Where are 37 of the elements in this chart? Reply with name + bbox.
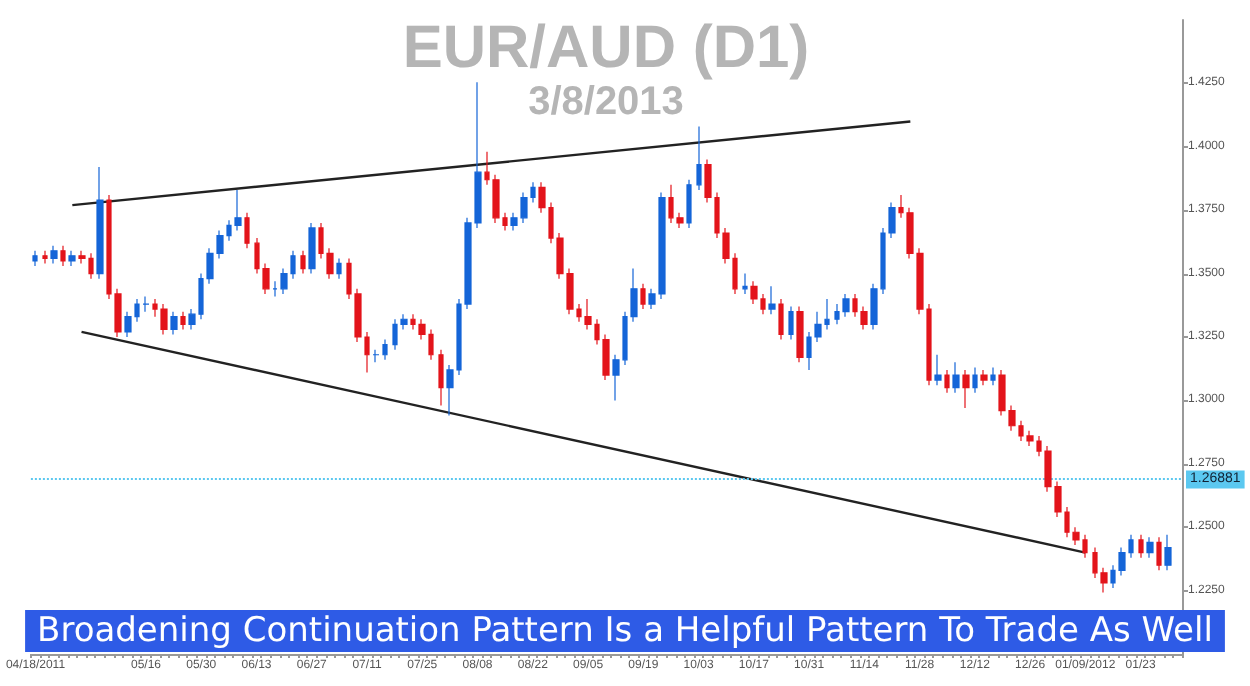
candlestick: [796, 305, 804, 363]
candlestick: [842, 293, 850, 318]
candlestick: [696, 125, 702, 191]
candlestick: [180, 311, 186, 330]
candlestick: [68, 250, 76, 267]
candlestick: [768, 285, 776, 315]
candlestick: [788, 305, 794, 341]
candlestick: [96, 166, 104, 280]
candlestick: [778, 298, 784, 341]
candlestick: [640, 283, 646, 310]
candlestick: [1156, 536, 1162, 571]
candlestick: [160, 303, 168, 336]
candlestick: [980, 369, 988, 386]
candlestick: [934, 354, 942, 386]
candlestick: [1138, 534, 1144, 559]
candlestick: [438, 349, 444, 407]
candlestick: [336, 257, 342, 280]
candlestick: [308, 222, 316, 275]
chart-title: EUR/AUD (D1): [402, 15, 810, 81]
candlestick: [972, 366, 978, 394]
candlestick: [244, 212, 250, 249]
candlestick: [300, 250, 306, 275]
candlestick: [60, 245, 66, 267]
candlestick: [686, 179, 692, 229]
candlestick: [1146, 536, 1154, 559]
candlestick: [962, 369, 970, 409]
annotation: Broadening Continuation Pattern Is a Helpful Pattern To Trade As Well: [37, 611, 1213, 651]
candlestick: [42, 250, 48, 265]
candlestick: [1164, 534, 1172, 571]
candlestick: [32, 250, 38, 267]
text: 3/8/2013: [528, 80, 684, 124]
candlestick: [944, 369, 950, 394]
candlestick: [742, 273, 748, 295]
candlestick: [952, 361, 960, 394]
candlestick: [990, 366, 996, 386]
candlestick: [50, 245, 58, 265]
candlestick: [170, 311, 178, 336]
